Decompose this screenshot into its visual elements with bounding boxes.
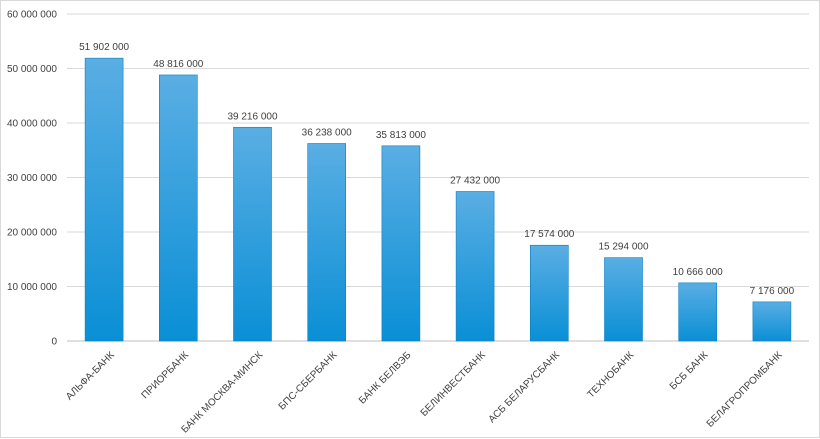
category-label: БАНК МОСКВА-МИНСК (180, 350, 266, 436)
category-label: БАНК БЕЛВЭБ (357, 350, 414, 407)
data-label: 10 666 000 (673, 267, 723, 278)
category-label: БСБ БАНК (668, 350, 711, 393)
category-label: АСБ БЕЛАРУСБАНК (487, 350, 562, 425)
y-tick-label: 30 000 000 (7, 173, 57, 184)
y-tick-label: 0 (51, 337, 57, 348)
data-label: 15 294 000 (598, 242, 648, 253)
y-tick-label: 60 000 000 (7, 10, 57, 21)
data-labels: 51 902 000 48 816 000 39 216 000 36 238 000… (79, 42, 795, 297)
bar (381, 145, 421, 342)
data-label: 36 238 000 (302, 128, 352, 139)
data-label: 51 902 000 (79, 42, 129, 53)
data-label: 35 813 000 (376, 130, 426, 141)
category-label: ТЕХНОБАНК (586, 350, 637, 401)
y-tick-label: 50 000 000 (7, 64, 57, 75)
y-axis-tick-labels: 0 10 000 000 20 000 000 30 000 000 40 000 00… (7, 10, 58, 348)
bar (84, 57, 124, 342)
category-label: БЕЛАГРОПРОМБАНК (705, 350, 785, 430)
data-label: 48 816 000 (153, 59, 203, 70)
category-label: ПРИОРБАНК (140, 350, 191, 401)
category-label: АЛЬФА-БАНК (64, 350, 117, 403)
category-label: БПС-СБЕРБАНК (277, 350, 340, 413)
data-label: 17 574 000 (524, 229, 574, 240)
bar (159, 74, 198, 342)
bar (678, 282, 718, 342)
bar (233, 126, 272, 342)
data-label: 27 432 000 (450, 175, 500, 186)
bar (307, 143, 347, 342)
bars (84, 57, 792, 342)
bar (604, 257, 643, 342)
y-tick-label: 40 000 000 (7, 119, 57, 130)
data-label: 39 216 000 (227, 111, 277, 122)
data-label: 7 176 000 (750, 286, 795, 297)
y-tick-label: 20 000 000 (7, 228, 57, 239)
category-label: БЕЛИНВЕСТБАНК (419, 350, 488, 419)
y-tick-label: 10 000 000 (7, 282, 57, 293)
bar (752, 301, 792, 342)
bar (529, 244, 569, 342)
bar (455, 191, 495, 342)
